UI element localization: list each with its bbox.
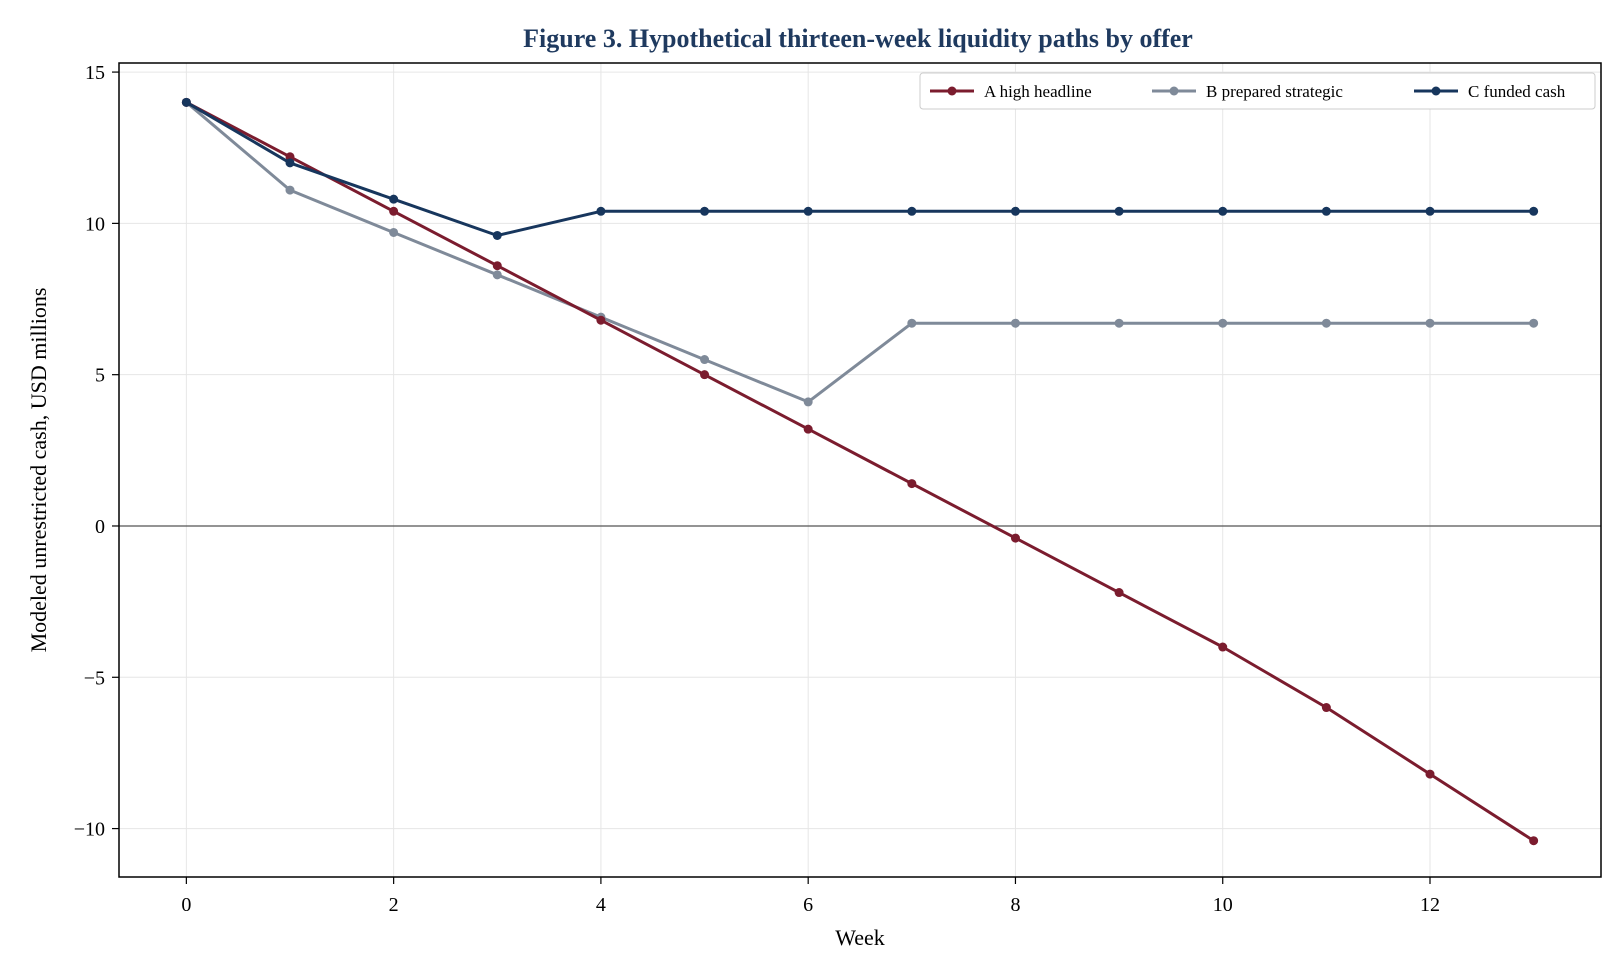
- data-point: [1321, 703, 1331, 713]
- data-point: [389, 194, 399, 204]
- data-point: [803, 424, 813, 434]
- data-point: [907, 206, 917, 216]
- axes: 0 2 4 6 8 10 12 −10 −5 0 5 10 15: [74, 62, 1601, 916]
- y-tick-label: 5: [95, 365, 105, 387]
- legend-entry: A high headline: [930, 82, 1092, 101]
- legend-box: [919, 72, 1596, 110]
- data-point: [1425, 206, 1435, 216]
- data-point: [492, 230, 502, 240]
- data-point: [803, 206, 813, 216]
- data-point: [1218, 206, 1228, 216]
- x-tick-label: 4: [596, 894, 606, 916]
- series-line: [185, 100, 1535, 842]
- y-tick-label: 0: [95, 516, 105, 538]
- legend-label: C funded cash: [1468, 82, 1566, 101]
- y-axis-title: Modeled unrestricted cash, USD millions: [26, 288, 51, 653]
- data-point: [803, 397, 813, 407]
- data-point: [1321, 318, 1331, 328]
- data-point: [596, 206, 606, 216]
- data-point: [1010, 318, 1020, 328]
- data-point: [1114, 206, 1124, 216]
- legend-entry: B prepared strategic: [1152, 82, 1343, 101]
- legend-marker: [1169, 86, 1179, 96]
- data-point: [596, 315, 606, 325]
- series-lines: [181, 97, 1539, 846]
- data-point: [1010, 533, 1020, 543]
- data-point: [1425, 318, 1435, 328]
- legend-marker: [1431, 86, 1441, 96]
- data-point: [492, 270, 502, 280]
- data-point: [700, 370, 710, 380]
- x-tick-label: 6: [803, 894, 813, 916]
- data-point: [389, 206, 399, 216]
- y-tick-label: −5: [84, 667, 105, 689]
- legend-marker: [947, 86, 957, 96]
- legend-label: B prepared strategic: [1206, 82, 1343, 101]
- data-point: [285, 158, 295, 168]
- data-point: [1218, 318, 1228, 328]
- data-point: [492, 261, 502, 271]
- data-point: [907, 318, 917, 328]
- x-axis-title: Week: [835, 925, 885, 950]
- series-c: [181, 97, 1539, 240]
- x-tick-label: 0: [181, 894, 191, 916]
- y-tick-label: 10: [85, 213, 105, 235]
- data-point: [1425, 769, 1435, 779]
- data-point: [1010, 206, 1020, 216]
- data-point: [1114, 318, 1124, 328]
- y-tick-label: 15: [85, 62, 105, 84]
- data-point: [700, 206, 710, 216]
- plot-frame: [118, 62, 1602, 878]
- data-point: [700, 355, 710, 365]
- x-tick-label: 8: [1010, 894, 1020, 916]
- series-line: [185, 101, 1534, 404]
- data-point: [1114, 588, 1124, 598]
- data-point: [285, 185, 295, 195]
- x-tick-label: 10: [1213, 894, 1233, 916]
- data-point: [1218, 642, 1228, 652]
- legend-label: A high headline: [984, 82, 1092, 101]
- legend: A high headline B prepared strategic C fun…: [919, 72, 1596, 110]
- chart-title: Figure 3. Hypothetical thirteen-week liq…: [523, 24, 1193, 53]
- data-point: [181, 97, 191, 107]
- x-tick-label: 2: [389, 894, 399, 916]
- data-point: [1529, 318, 1539, 328]
- series-a: [181, 97, 1539, 846]
- data-point: [389, 227, 399, 237]
- data-point: [1529, 836, 1539, 846]
- x-tick-label: 12: [1420, 894, 1440, 916]
- data-point: [1529, 206, 1539, 216]
- data-point: [1321, 206, 1331, 216]
- data-point: [907, 479, 917, 489]
- series-line: [185, 101, 1534, 237]
- y-tick-label: −10: [74, 819, 105, 841]
- series-b: [181, 97, 1539, 407]
- legend-entry: C funded cash: [1414, 82, 1566, 101]
